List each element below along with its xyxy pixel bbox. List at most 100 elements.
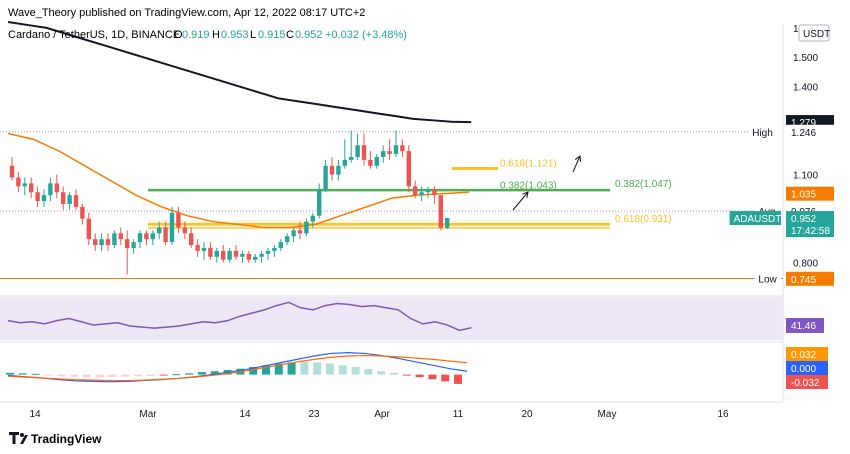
candle-body [233, 250, 239, 257]
candle-body [438, 195, 443, 228]
price-label-value: 1.246 [791, 128, 816, 139]
price-axis: 1.6001.5001.4001.1000.800USDT1.279High1.… [729, 24, 834, 286]
price-label-value: 1.035 [791, 190, 816, 201]
macd-histogram-bar [146, 374, 155, 376]
candle [278, 239, 283, 251]
candle-body [361, 145, 367, 160]
candle-body [9, 165, 15, 178]
macd-value-box [786, 375, 828, 389]
rsi-line [7, 301, 472, 332]
candle [137, 230, 143, 248]
candle-body [29, 183, 34, 193]
candle [41, 189, 47, 207]
candle [80, 203, 85, 225]
candle-body [131, 242, 136, 248]
tradingview-logo: TradingView [9, 432, 102, 446]
candle-body [201, 247, 207, 251]
candle-body [137, 233, 143, 243]
time-tick-label: 20 [521, 409, 533, 420]
candle [144, 230, 149, 246]
candle-body [240, 253, 245, 257]
time-tick-label: 11 [453, 409, 464, 420]
tradingview-logo-dot [20, 433, 24, 437]
candle-body [221, 250, 226, 260]
candle-body [208, 247, 213, 257]
candle [99, 233, 104, 251]
macd-value-box [786, 361, 828, 375]
candle [381, 145, 386, 163]
candle-body [163, 227, 168, 243]
candle [195, 239, 200, 257]
time-tick-label: 14 [29, 409, 41, 420]
candle-body [323, 165, 328, 190]
macd-value-label: -0.032 [786, 375, 828, 389]
macd-histogram-bar [18, 373, 27, 375]
candle [393, 130, 399, 157]
time-tick-label: 14 [239, 409, 251, 420]
macd-value-box [786, 347, 828, 361]
ohlc-header: Cardano / TetherUS, 1D, BINANCE O 0.919 … [8, 29, 407, 41]
candle-body [176, 212, 181, 228]
candle-body [419, 192, 424, 196]
candle-body [381, 151, 386, 157]
macd-value-text: 0.032 [791, 350, 816, 361]
candle [227, 247, 232, 263]
symbol-title: Cardano / TetherUS, 1D, BINANCE [8, 29, 180, 41]
ema-long-line [7, 21, 472, 124]
rsi-value-text: 41.46 [791, 321, 816, 332]
candle-body [253, 256, 258, 260]
macd-histogram-bar [121, 374, 130, 377]
candle-body [304, 221, 309, 234]
candle-body [150, 233, 155, 240]
rsi-value-box [786, 318, 824, 333]
macd-histogram-bar [108, 374, 117, 378]
candle-body [317, 189, 322, 216]
candle-body [310, 215, 315, 222]
candle [208, 242, 213, 260]
price-tick-label: 0.800 [793, 259, 818, 270]
candle [425, 186, 431, 199]
unit-label: USDT [803, 29, 830, 40]
candle-body [73, 195, 79, 207]
candle-body [355, 145, 360, 157]
arrow-head [574, 155, 582, 163]
candle [67, 192, 72, 210]
candle-body [259, 253, 264, 257]
open-label: O [174, 29, 183, 41]
candle [29, 177, 34, 199]
price-label-box [786, 211, 834, 238]
time-tick-label: 23 [308, 409, 320, 420]
macd-histogram-bar [262, 365, 270, 375]
time-axis: 14 Mar 14 23 Apr 11 20 May 16 [29, 409, 729, 420]
candle [304, 218, 309, 237]
candle [342, 139, 347, 169]
candle [86, 212, 91, 246]
price-label-value: 1.279 [791, 118, 816, 129]
candle-body [291, 230, 296, 237]
macd-histogram-bar [326, 363, 334, 375]
open-value: 0.919 [182, 29, 210, 41]
candle-body [329, 165, 335, 175]
candle [201, 242, 207, 260]
candle-body [86, 218, 91, 240]
macd-histogram-bar [172, 374, 181, 376]
candle-body [393, 145, 399, 155]
high-label: H [212, 29, 220, 41]
fib-label: 0.618(0.931) [615, 214, 672, 225]
candle [406, 145, 411, 193]
candle [310, 212, 315, 228]
candle [48, 177, 53, 202]
candle [176, 206, 181, 234]
candle-body [227, 250, 232, 260]
time-tick-label: Apr [374, 409, 390, 420]
candle-body [118, 233, 123, 240]
candle-body [112, 233, 117, 246]
fib-label: 0.618(1.121) [500, 158, 557, 169]
macd-histogram-bar [313, 362, 322, 375]
candle-body [278, 242, 283, 248]
macd-histogram-bar [338, 365, 347, 375]
candle-body [41, 195, 47, 202]
low-value: 0.915 [258, 29, 286, 41]
candle [329, 157, 335, 181]
candle [16, 171, 21, 193]
